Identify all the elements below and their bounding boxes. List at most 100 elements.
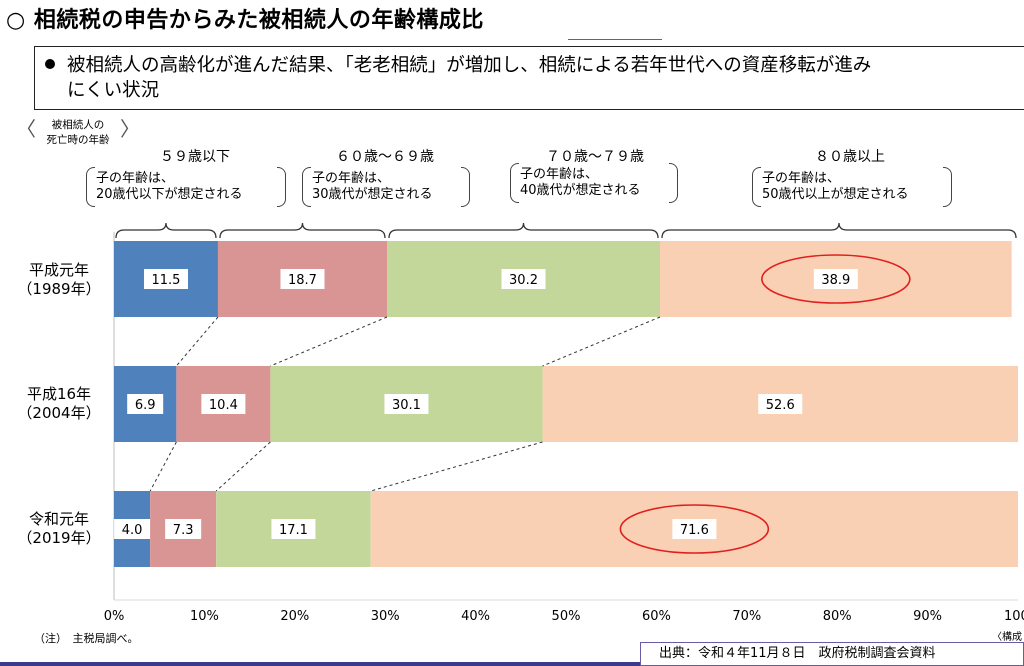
right-angle-icon: 〉 [120, 117, 140, 141]
value-label: 10.4 [209, 398, 238, 413]
value-label: 38.9 [821, 273, 850, 288]
x-tick-label: 80% [823, 609, 852, 624]
unit-label: 〈構成 [992, 632, 1022, 643]
x-tick-label: 10% [190, 609, 219, 624]
value-label: 7.3 [173, 523, 194, 538]
x-tick-label: 20% [280, 609, 309, 624]
value-label: 4.0 [122, 523, 143, 538]
value-label: 30.2 [509, 273, 538, 288]
value-label-box [280, 269, 325, 289]
value-label-box [813, 269, 858, 289]
summary-line-1: 被相続人の高齢化が進んだ結果、「老老相続」が増加し、相続による若年世代への資産移… [67, 55, 872, 76]
value-label: 18.7 [288, 273, 317, 288]
x-tick-label: 0% [104, 609, 125, 624]
bar-80plus-row1 [660, 241, 1012, 317]
summary-line-2: にくい状況 [67, 80, 160, 101]
note-line-1: 子の年齢は、 [520, 167, 599, 182]
summary-box: 被相続人の高齢化が進んだ結果、「老老相続」が増加し、相続による若年世代への資産移… [34, 46, 1024, 110]
x-tick-label: 70% [732, 609, 761, 624]
value-label-box [114, 519, 151, 539]
title-underline [568, 39, 662, 40]
value-label-box [758, 394, 803, 414]
x-tick-label: 90% [913, 609, 942, 624]
note-line-1: 子の年齢は、 [762, 171, 841, 186]
value-label-box [672, 519, 717, 539]
row-era: 平成元年 [28, 261, 89, 279]
segment-brace [661, 222, 1017, 239]
age-group-label-60s: ６０歳～６９歳 [336, 149, 434, 165]
row-year: （2004年） [17, 404, 101, 422]
page-title: ○ 相続税の申告からみた被相続人の年齢構成比 [6, 8, 484, 33]
connector-line [215, 441, 271, 492]
age-group-label-under59: ５９歳以下 [160, 149, 230, 165]
bar-under59-row3 [114, 491, 151, 567]
value-label: 52.6 [766, 398, 795, 413]
note-line-2: 40歳代が想定される [520, 183, 641, 198]
x-tick-label: 30% [371, 609, 400, 624]
segment-brace [388, 222, 659, 239]
connector-line [542, 316, 661, 367]
summary-text: 被相続人の高齢化が進んだ結果、「老老相続」が増加し、相続による若年世代への資産移… [45, 53, 871, 103]
value-label-box [384, 394, 429, 414]
note-line-2: 50歳代以上が想定される [762, 187, 909, 202]
value-label-box [201, 394, 246, 414]
bar-60s-row3 [150, 491, 217, 567]
bar-60s-row2 [176, 366, 271, 442]
bar-70s-row3 [216, 491, 371, 567]
segment-brace [219, 222, 386, 239]
value-label: 6.9 [135, 398, 156, 413]
row-label-2004: 平成16年 （2004年） [10, 385, 108, 423]
bar-under59-row1 [114, 241, 218, 317]
highlight-ellipse [761, 254, 911, 304]
value-label: 17.1 [279, 523, 308, 538]
row-year: （1989年） [17, 280, 101, 298]
bar-60s-row1 [217, 241, 388, 317]
age-heading-line-1: 被相続人の [51, 119, 105, 131]
row-label-1989: 平成元年 （1989年） [10, 261, 108, 299]
footer-rule [0, 662, 640, 666]
bar-under59-row2 [114, 366, 177, 442]
x-tick-label: 100% [1004, 609, 1024, 624]
age-axis-heading: 〈 被相続人の 死亡時の年齢 〉 [14, 118, 142, 152]
value-label-box [165, 519, 202, 539]
child-age-note-under59: 子の年齢は、 20歳代以下が想定される [86, 167, 286, 207]
value-label: 11.5 [152, 273, 181, 288]
bar-70s-row1 [387, 241, 661, 317]
note-line-1: 子の年齢は、 [312, 171, 391, 186]
bar-70s-row2 [270, 366, 543, 442]
child-age-note-80plus: 子の年齢は、 50歳代以上が想定される [752, 167, 952, 207]
row-year: （2019年） [17, 529, 101, 547]
footnote: （注） 主税局調べ。 [34, 632, 139, 645]
connector-line [370, 441, 543, 492]
row-era: 平成16年 [26, 385, 92, 403]
x-tick-label: 50% [552, 609, 581, 624]
connector-line [175, 316, 219, 367]
note-line-1: 子の年齢は、 [96, 171, 175, 186]
child-age-note-70s: 子の年齢は、 40歳代が想定される [510, 163, 678, 203]
left-angle-icon: 〈 [16, 117, 36, 141]
segment-brace [115, 222, 217, 239]
value-label-box [143, 269, 188, 289]
row-label-2019: 令和元年 （2019年） [10, 510, 108, 548]
value-label: 71.6 [680, 523, 709, 538]
note-line-2: 20歳代以下が想定される [96, 187, 243, 202]
age-group-label-70s: ７０歳～７９歳 [546, 149, 644, 165]
x-tick-label: 40% [461, 609, 490, 624]
bar-80plus-row3 [370, 491, 1019, 567]
row-era: 令和元年 [28, 510, 89, 528]
connector-line [149, 441, 177, 492]
note-line-2: 30歳代が想定される [312, 187, 433, 202]
bullet-icon [45, 59, 55, 69]
highlight-ellipse [619, 504, 770, 554]
connector-line [270, 316, 388, 367]
x-tick-label: 60% [642, 609, 671, 624]
source-box: 出典：令和４年11月８日 政府税制調査会資料 [640, 642, 1024, 666]
value-label-box [501, 269, 546, 289]
bar-80plus-row2 [542, 366, 1018, 442]
child-age-note-60s: 子の年齢は、 30歳代が想定される [302, 167, 470, 207]
value-label: 30.1 [392, 398, 421, 413]
age-heading-line-2: 死亡時の年齢 [46, 134, 110, 146]
value-label-box [127, 394, 164, 414]
age-group-label-80plus: ８０歳以上 [815, 149, 885, 165]
value-label-box [271, 519, 316, 539]
